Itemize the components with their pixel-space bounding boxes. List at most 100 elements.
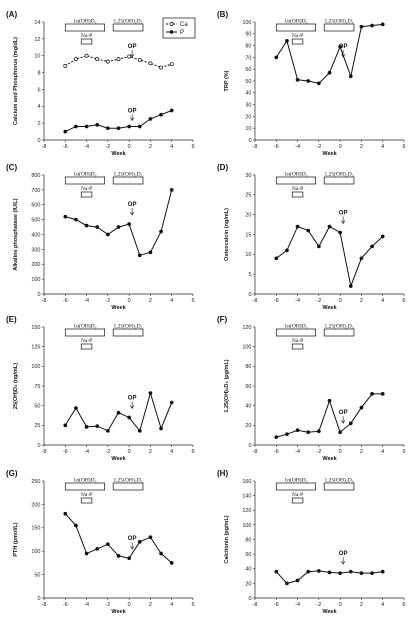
series-line-0 bbox=[65, 189, 173, 256]
y-tick-label: 0 bbox=[248, 138, 251, 144]
data-point bbox=[169, 108, 174, 113]
y-tick-label: 150 bbox=[31, 526, 40, 532]
x-tick-label: 0 bbox=[128, 602, 131, 608]
x-tick-label: -8 bbox=[253, 449, 258, 455]
treatment-1-bar bbox=[275, 328, 317, 337]
x-tick-label: -2 bbox=[105, 602, 110, 608]
x-tick-label: -8 bbox=[253, 602, 258, 608]
panel-a: (A) 0 2 4 6 8 10 12 14 -8 -6 -4 -2 0 2 4 6 Week Calcium an… bbox=[6, 10, 196, 157]
phosphate-label: Na-P bbox=[81, 33, 92, 39]
data-point bbox=[127, 222, 132, 226]
data-point bbox=[306, 228, 311, 233]
panel-b-letter: (B) bbox=[217, 10, 228, 19]
data-point bbox=[148, 117, 153, 121]
y-tick-label: 60 bbox=[245, 384, 251, 390]
data-point bbox=[127, 556, 132, 561]
data-point bbox=[274, 435, 279, 440]
data-point bbox=[127, 415, 132, 420]
data-point bbox=[285, 248, 289, 253]
data-point bbox=[105, 542, 110, 547]
y-tick-label: 100 bbox=[31, 364, 40, 370]
data-point bbox=[306, 569, 311, 574]
x-tick-label: 2 bbox=[360, 144, 363, 150]
y-axis-title: 1,25(OH)₂D₃ (pg/mL) bbox=[224, 359, 230, 412]
series-line-0 bbox=[276, 225, 384, 288]
x-tick-label: 6 bbox=[191, 602, 194, 608]
y-tick-label: 20 bbox=[245, 581, 251, 587]
y-tick-label: 10 bbox=[34, 54, 40, 60]
phosphate-bar bbox=[291, 38, 304, 45]
phosphate-bar bbox=[80, 191, 93, 198]
data-point bbox=[105, 428, 110, 433]
op-arrow-head bbox=[130, 211, 135, 216]
data-point bbox=[169, 62, 174, 67]
data-point bbox=[116, 57, 121, 62]
y-axis-title: Calcitonin (pg/mL) bbox=[224, 515, 230, 563]
data-point bbox=[327, 70, 332, 75]
y-tick-label: 150 bbox=[31, 325, 40, 331]
legend-label-p: P bbox=[180, 30, 184, 36]
legend-label-ca: Ca bbox=[180, 22, 188, 28]
op-label: OP bbox=[128, 44, 137, 50]
data-point bbox=[348, 74, 353, 79]
treatment-1-label: 1α(OH)D₃ bbox=[284, 171, 307, 178]
x-axis-title: Week bbox=[111, 305, 126, 311]
x-tick-label: -4 bbox=[295, 298, 300, 304]
x-tick-label: 0 bbox=[339, 298, 342, 304]
data-point bbox=[127, 54, 132, 59]
data-point bbox=[63, 214, 68, 219]
x-tick-label: -8 bbox=[42, 449, 47, 455]
x-tick-label: -8 bbox=[253, 298, 258, 304]
panel-a-letter: (A) bbox=[6, 10, 17, 19]
x-tick-label: 6 bbox=[402, 602, 405, 608]
x-tick-label: 4 bbox=[381, 298, 384, 304]
legend-box bbox=[162, 17, 196, 39]
y-tick-label: 200 bbox=[31, 262, 40, 268]
x-tick-label: -4 bbox=[84, 144, 89, 150]
phosphate-bar bbox=[80, 343, 93, 350]
data-point bbox=[327, 398, 332, 403]
y-tick-label: 10 bbox=[245, 126, 251, 132]
y-axis-title: Osteocalcin (ng/mL) bbox=[224, 208, 230, 261]
data-point bbox=[380, 569, 385, 574]
treatment-1-label: 1α(OH)D₃ bbox=[284, 323, 307, 330]
panel-d-letter: (D) bbox=[217, 163, 228, 172]
data-point bbox=[327, 570, 332, 575]
x-tick-label: 2 bbox=[360, 602, 363, 608]
panel-e: (E) 0 25 50 75 100 125 150 -8 -6 -4 -2 0 2 4 6 Week 25(OH… bbox=[6, 315, 195, 462]
data-point bbox=[169, 561, 174, 565]
data-point bbox=[274, 569, 279, 574]
x-tick-label: 0 bbox=[128, 449, 131, 455]
panel-c-letter: (C) bbox=[6, 163, 17, 172]
data-point bbox=[338, 230, 343, 235]
data-point bbox=[295, 77, 300, 82]
x-tick-label: -6 bbox=[274, 298, 279, 304]
x-tick-label: 0 bbox=[128, 144, 131, 150]
x-tick-label: 6 bbox=[191, 298, 194, 304]
y-tick-label: 90 bbox=[245, 32, 251, 38]
data-point bbox=[370, 23, 374, 28]
y-tick-label: 50 bbox=[245, 79, 251, 85]
y-tick-label: 75 bbox=[34, 384, 40, 390]
x-axis-title: Week bbox=[111, 151, 126, 157]
x-tick-label: -8 bbox=[42, 144, 47, 150]
y-tick-label: 80 bbox=[245, 537, 251, 543]
phosphate-label: Na-P bbox=[81, 338, 92, 344]
phosphate-bar bbox=[291, 497, 304, 504]
y-tick-label: 40 bbox=[245, 91, 251, 97]
data-point bbox=[105, 126, 110, 131]
data-point bbox=[159, 112, 163, 117]
y-axis-title: TRP (%) bbox=[224, 70, 230, 91]
y-tick-label: 160 bbox=[242, 479, 251, 485]
panel-b: (B) 0 10 20 30 40 50 60 70 80 90 100 -8 -6 -4 -2 0 2 4 6 Wee… bbox=[217, 10, 406, 157]
data-point bbox=[348, 284, 353, 288]
data-point bbox=[338, 44, 343, 49]
data-point bbox=[84, 53, 89, 58]
op-arrow-head bbox=[130, 405, 135, 410]
data-point bbox=[338, 430, 343, 435]
treatment-2-bar bbox=[323, 328, 355, 337]
x-tick-label: -8 bbox=[42, 298, 47, 304]
y-tick-label: 300 bbox=[31, 247, 40, 253]
y-tick-label: 50 bbox=[34, 573, 40, 579]
